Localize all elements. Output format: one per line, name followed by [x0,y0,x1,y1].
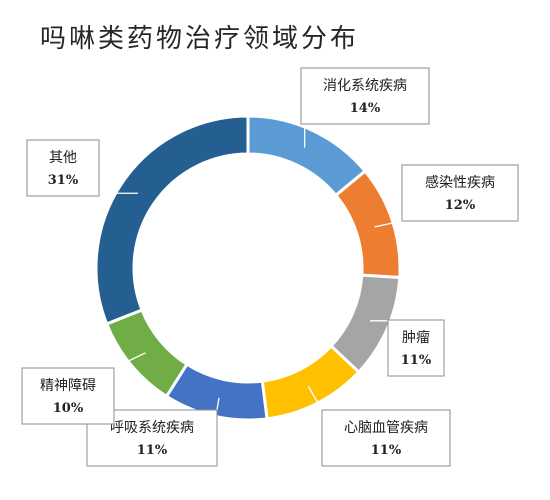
donut-slice [333,168,402,280]
category-label: 消化系统疾病 [323,78,407,94]
category-label: 感染性疾病 [425,174,495,191]
callout-leader-line [113,352,146,369]
callout-label: 感染性疾病 12% [401,164,519,222]
value-label: 10% [53,401,84,416]
category-label: 呼吸系统疾病 [110,420,194,436]
callout-leaders [99,124,403,411]
callout-label: 其他 31% [26,139,100,197]
callout-label: 心脑血管疾病 11% [321,409,451,467]
value-label: 31% [48,173,79,188]
callout-leader-line [307,386,323,411]
callout-label: 肿瘤 11% [387,319,445,377]
chart-title: 吗啉类药物治疗领域分布 [40,24,360,54]
value-label: 11% [371,443,402,458]
callout-box [401,164,519,222]
callout-leader-line [216,397,220,411]
donut-slice [94,114,250,326]
value-label: 11% [137,443,168,458]
callout-box [300,67,430,125]
value-label: 12% [445,198,476,213]
callout-box [21,367,115,425]
callout-leader-line [374,220,403,228]
donut-slice [246,114,368,198]
callout-box [321,409,451,467]
value-label: 11% [401,353,432,368]
category-label: 精神障碍 [40,378,96,394]
category-label: 肿瘤 [402,329,430,346]
category-label: 其他 [49,150,77,166]
callout-box [26,139,100,197]
callout-label: 消化系统疾病 14% [300,67,430,125]
callout-box [387,319,445,377]
category-label: 心脑血管疾病 [344,420,428,436]
value-label: 14% [350,101,381,116]
callout-labels: 消化系统疾病 14% 感染性疾病 12% 肿瘤 11% 心脑血管疾病 11% 呼吸系统疾病 11%… [21,67,519,467]
callout-label: 精神障碍 10% [21,367,115,425]
donut-slice [104,308,189,399]
donut-slice [260,343,361,421]
donut-slices [94,114,402,422]
